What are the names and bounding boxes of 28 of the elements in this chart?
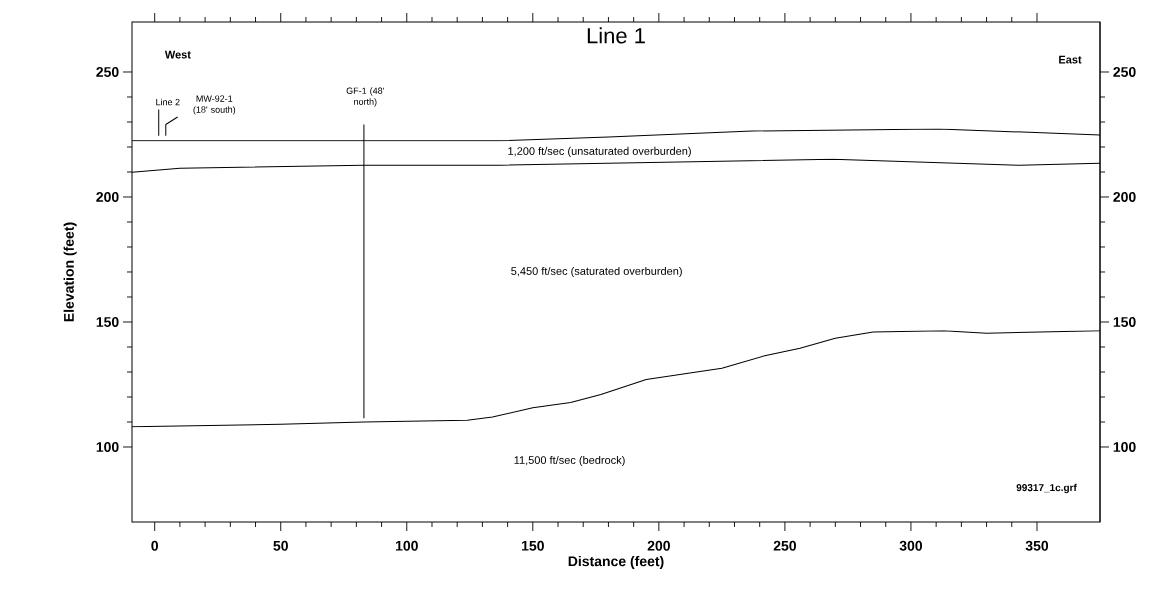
annotation: East: [1059, 55, 1082, 64]
x-tick-label: 300: [899, 540, 923, 551]
x-tick-label: 100: [395, 540, 418, 551]
y2-tick-label: 200: [1113, 192, 1136, 202]
x-tick-label: 200: [647, 540, 670, 551]
annotation: 11,500 ft/sec (bedrock): [514, 455, 625, 467]
annotation: West: [164, 50, 191, 59]
x-tick-label: 350: [1025, 540, 1049, 551]
x-tick-label: 250: [773, 540, 796, 551]
y-axis-title: Elevation (feet): [63, 222, 77, 322]
annotation: MW-92-1 (18' south): [193, 95, 236, 115]
x-tick-label: 150: [522, 540, 544, 551]
y2-tick-label: 250: [1113, 67, 1136, 77]
x-tick-label: 50: [273, 540, 288, 551]
x-axis-title: Distance (feet): [568, 555, 664, 569]
annotation: 99317_1c.grf: [1016, 483, 1077, 494]
x-tick-label: 0: [151, 540, 159, 551]
annotation: 1,200 ft/sec (unsaturated overburden): [508, 146, 691, 158]
annotation: GF-1 (48' north): [346, 87, 384, 107]
y-tick-label: 250: [96, 67, 119, 77]
y2-tick-label: 100: [1113, 442, 1136, 452]
annotation: Line 2: [156, 98, 180, 106]
chart-title: Line 1: [587, 27, 645, 44]
y2-tick-label: 150: [1113, 317, 1136, 327]
y-tick-label: 150: [96, 317, 119, 327]
annotation: 5,450 ft/sec (saturated overburden): [511, 266, 682, 278]
y-tick-label: 100: [96, 442, 119, 452]
y-tick-label: 200: [96, 192, 119, 202]
